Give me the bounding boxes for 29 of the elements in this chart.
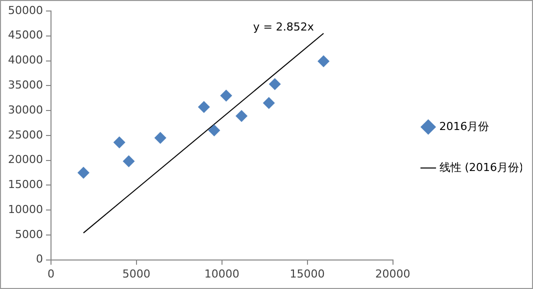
- point: [262, 97, 275, 110]
- y-tick-label: 20000: [8, 153, 43, 166]
- point: [236, 110, 248, 122]
- y-tick-label: 35000: [8, 78, 43, 92]
- y-tick-label: 50000: [8, 4, 43, 17]
- point: [113, 136, 126, 148]
- y-tick-label: 25000: [8, 128, 43, 142]
- y-tick-label: 10000: [8, 202, 43, 216]
- point: [268, 78, 281, 90]
- point: [77, 166, 90, 179]
- x-tick-label: 0: [47, 267, 54, 280]
- point: [220, 90, 232, 102]
- x-tick-label: 10000: [204, 267, 240, 280]
- x-tick-label: 5000: [122, 267, 150, 280]
- x-tick-label: 15000: [290, 267, 325, 280]
- point: [154, 132, 166, 144]
- y-tick-label: 15000: [8, 178, 43, 192]
- point: [208, 124, 220, 136]
- point: [198, 101, 210, 114]
- y-tick-label: 40000: [8, 54, 43, 67]
- y-tick-label: 0: [36, 252, 43, 266]
- legend-label: 2016月份: [439, 120, 490, 133]
- point: [318, 55, 330, 68]
- y-tick-label: 30000: [8, 103, 43, 116]
- annotation: y = 2.852x: [253, 20, 314, 34]
- y-tick-label: 45000: [8, 28, 43, 42]
- x-tick-label: 20000: [375, 267, 410, 280]
- y-tick-label: 5000: [14, 228, 43, 241]
- point: [122, 155, 135, 168]
